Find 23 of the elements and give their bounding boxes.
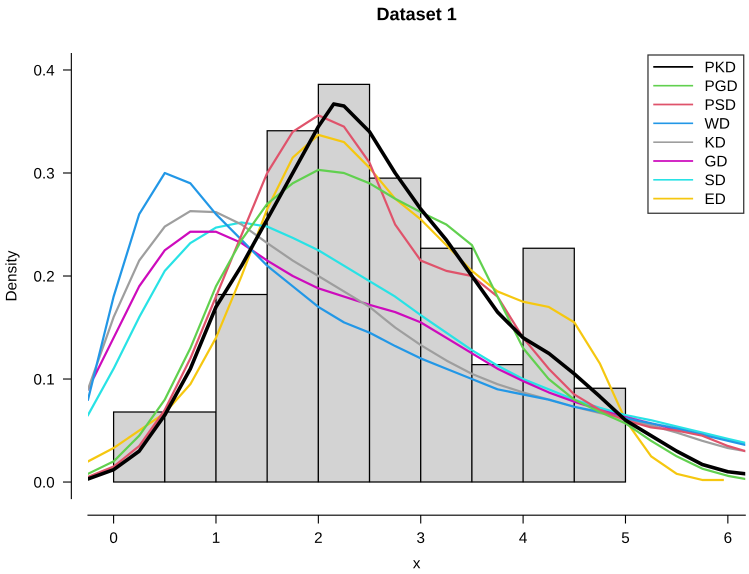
chart-title: Dataset 1 <box>378 8 456 20</box>
legend-label: KD <box>706 136 725 148</box>
legend-label: PGD <box>706 80 737 92</box>
y-tick-label: 0.0 <box>34 476 54 488</box>
y-tick-label: 0.1 <box>34 374 54 385</box>
x-tick-label: 6 <box>724 532 732 544</box>
x-tick-label: 4 <box>519 532 527 543</box>
legend-label: ED <box>706 193 725 204</box>
y-axis-title: Density <box>5 250 20 300</box>
x-tick-label: 0 <box>110 532 118 544</box>
legend-label: PSD <box>706 99 736 110</box>
x-tick-label: 2 <box>314 532 322 543</box>
x-tick-label: 3 <box>417 532 424 544</box>
y-tick-label: 0.2 <box>34 270 54 282</box>
x-tick-label: 1 <box>212 532 220 543</box>
legend-label: PKD <box>706 62 736 72</box>
legend-label: SD <box>705 174 725 186</box>
y-tick-label: 0.3 <box>34 168 54 179</box>
legend-label: WD <box>704 118 730 129</box>
y-tick-label: 0.4 <box>34 64 54 76</box>
legend-label: GD <box>705 156 727 166</box>
x-tick-label: 5 <box>622 532 630 544</box>
x-axis-title: x <box>412 560 420 568</box>
